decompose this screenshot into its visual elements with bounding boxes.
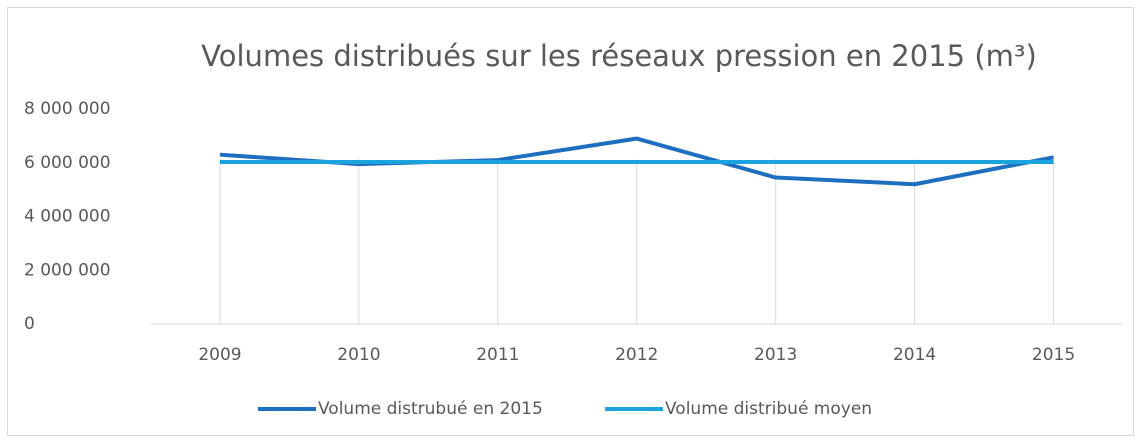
x-tick-label: 2012: [615, 345, 658, 365]
x-tick-label: 2010: [337, 345, 380, 365]
legend-label: Volume distrubué en 2015: [318, 399, 543, 419]
y-tick-label: 2 000 000: [24, 260, 111, 280]
series-line: [219, 136, 1054, 187]
chart-border: [7, 7, 1134, 436]
x-tick-label: 2011: [476, 345, 519, 365]
y-tick-label: 8 000 000: [24, 99, 111, 119]
legend-label: Volume distribué moyen: [665, 399, 872, 419]
y-tick-label: 0: [24, 314, 35, 334]
y-tick-label: 4 000 000: [24, 207, 111, 227]
x-tick-label: 2015: [1032, 345, 1075, 365]
chart-title: Volumes distribués sur les réseaux press…: [201, 39, 1037, 73]
x-tick-label: 2013: [754, 345, 797, 365]
x-tick-label: 2009: [198, 345, 241, 365]
y-tick-label: 6 000 000: [24, 153, 111, 173]
x-tick-label: 2014: [893, 345, 936, 365]
